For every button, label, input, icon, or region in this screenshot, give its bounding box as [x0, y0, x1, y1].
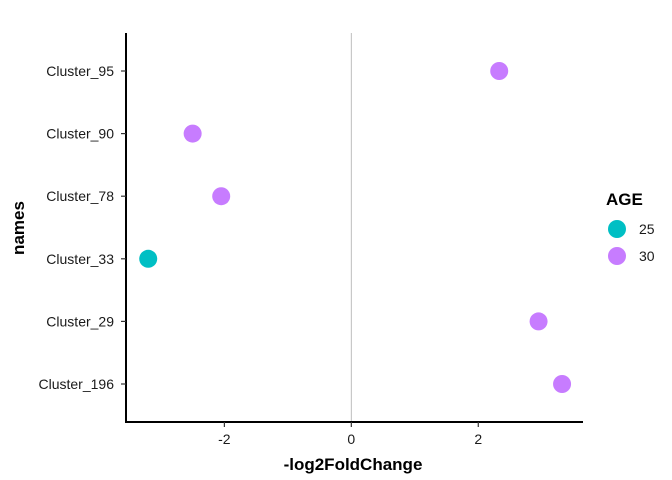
- y-tick-label: Cluster_90: [46, 126, 114, 142]
- legend-key: [608, 247, 626, 265]
- y-axis-title: names: [9, 201, 28, 255]
- y-tick-label: Cluster_78: [46, 188, 114, 204]
- x-tick-label: 2: [474, 431, 482, 447]
- data-point: [553, 375, 572, 393]
- x-tick-label: 0: [347, 431, 355, 447]
- y-tick-label: Cluster_33: [46, 251, 114, 267]
- legend-key: [608, 220, 626, 238]
- legend-label: 25: [639, 221, 655, 237]
- plot-area: Cluster_196 Cluster_29 Cluster_33 Cluster_7…: [39, 33, 583, 447]
- y-tick-label: Cluster_29: [46, 313, 114, 329]
- data-point: [490, 62, 509, 80]
- data-point: [212, 187, 231, 206]
- x-axis-title: -log2FoldChange: [284, 455, 423, 474]
- data-point: [183, 124, 202, 143]
- data-point: [139, 249, 158, 268]
- y-tick-label: Cluster_196: [39, 376, 115, 392]
- legend-title: AGE: [606, 190, 643, 209]
- legend: AGE 25 30: [606, 190, 655, 265]
- data-point: [529, 312, 548, 331]
- legend-label: 30: [639, 248, 655, 264]
- y-tick-label: Cluster_95: [46, 63, 114, 79]
- x-tick-label: -2: [218, 431, 231, 447]
